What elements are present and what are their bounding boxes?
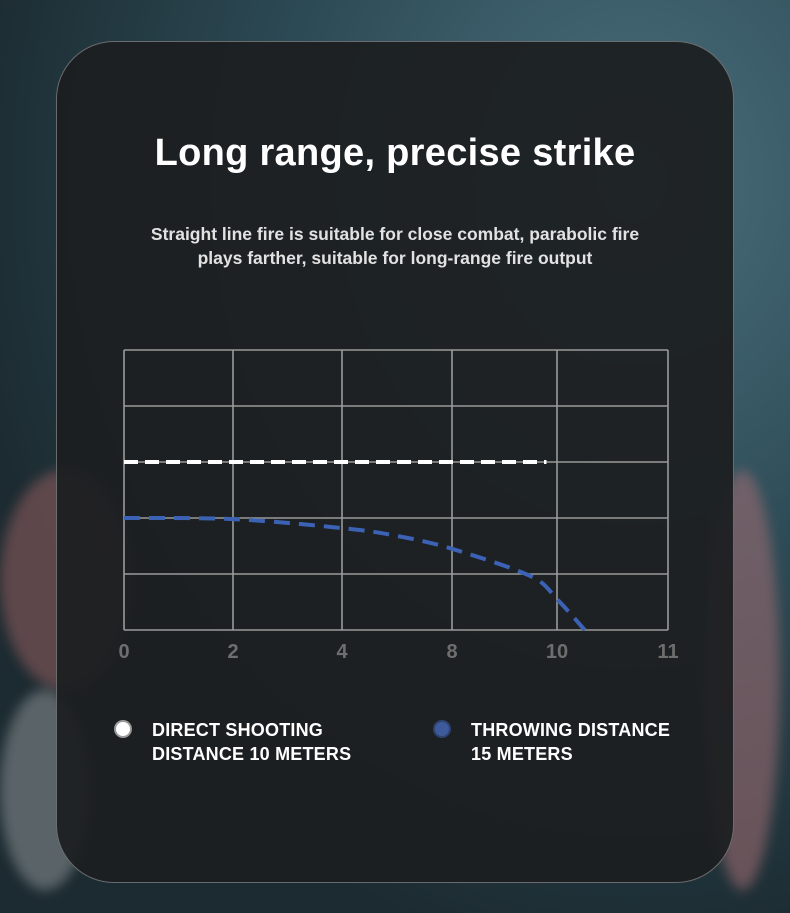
throwing-trajectory-line: [123, 515, 587, 631]
subtitle: Straight line fire is suitable for close…: [0, 222, 790, 270]
white-dot-icon: [116, 722, 130, 736]
x-tick-label: 4: [336, 641, 348, 663]
page-title: Long range, precise strike: [154, 132, 636, 174]
x-tick-label: 8: [446, 641, 457, 663]
legend-item-direct: DIRECT SHOOTING DISTANCE 10 METERS: [116, 718, 351, 766]
x-tick-label: 11: [657, 641, 678, 663]
blue-dot-icon: [435, 722, 449, 736]
x-tick-label: 10: [546, 641, 568, 663]
legend-item-throwing: THROWING DISTANCE 15 METERS: [435, 718, 670, 766]
legend-direct-line1: DIRECT SHOOTING: [152, 720, 324, 740]
legend-throwing-line1: THROWING DISTANCE: [471, 720, 671, 740]
x-tick-label: 0: [118, 641, 129, 663]
legend-direct-line2: DISTANCE 10 METERS: [152, 744, 352, 764]
subtitle-line-2: plays farther, suitable for long-range f…: [197, 248, 593, 268]
x-tick-label: 2: [227, 641, 238, 663]
legend-throwing-line2: 15 METERS: [471, 744, 573, 764]
subtitle-line-1: Straight line fire is suitable for close…: [150, 224, 640, 244]
